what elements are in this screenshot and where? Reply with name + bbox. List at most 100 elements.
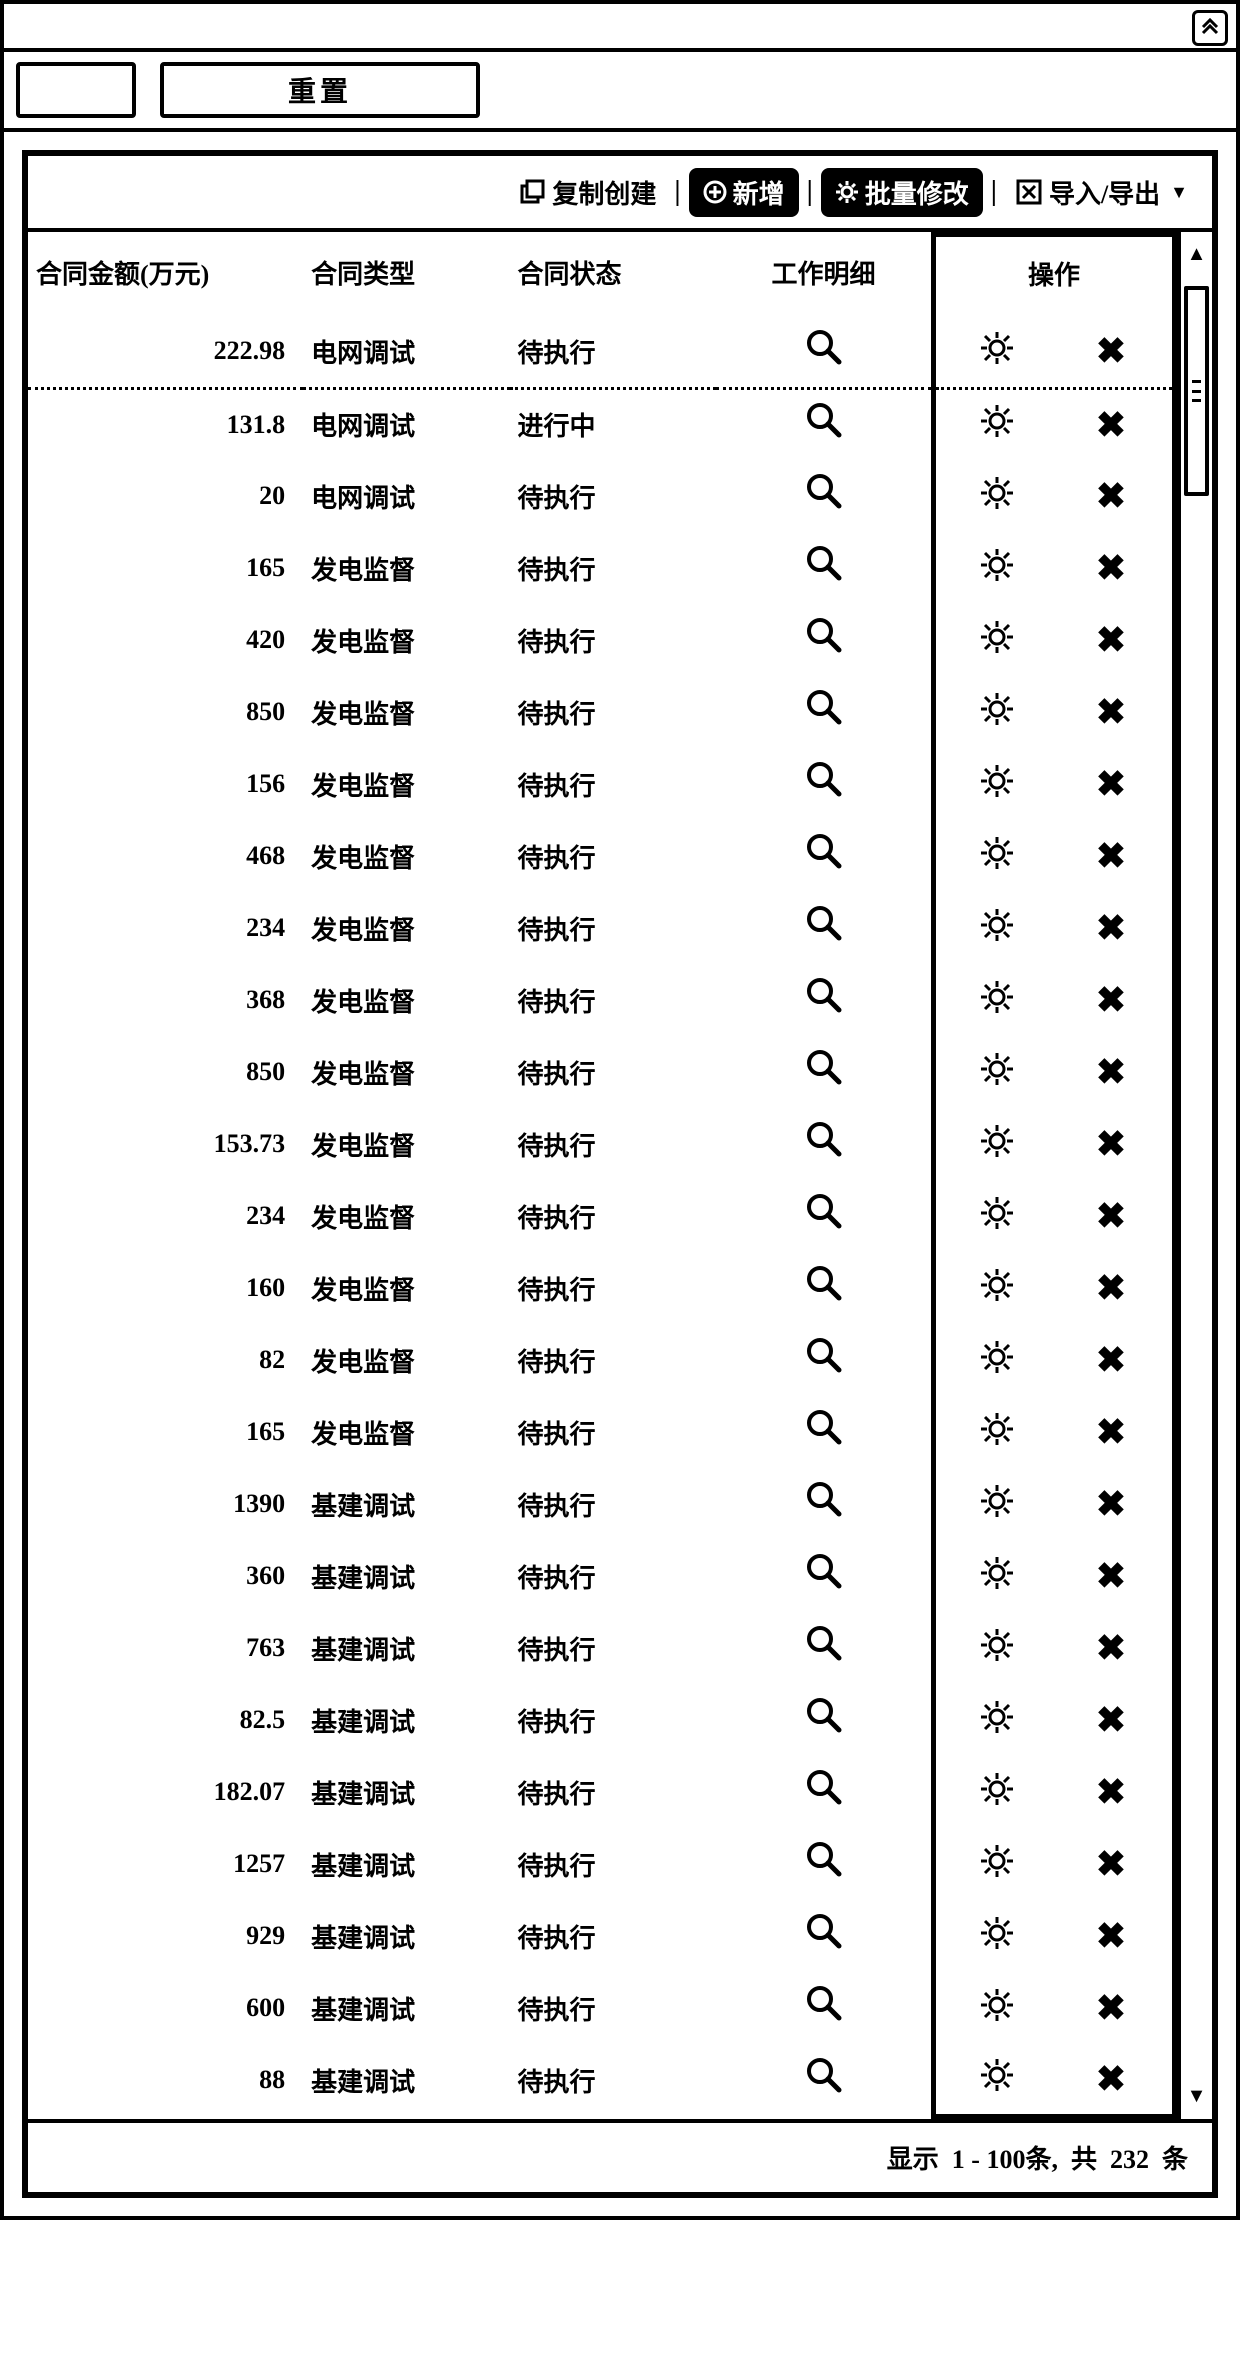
- delete-button[interactable]: ✖: [1091, 1628, 1131, 1668]
- edit-button[interactable]: [977, 908, 1017, 948]
- view-detail-button[interactable]: [804, 1555, 844, 1595]
- delete-button[interactable]: ✖: [1091, 1124, 1131, 1164]
- view-detail-button[interactable]: [804, 907, 844, 947]
- delete-button[interactable]: ✖: [1091, 331, 1131, 371]
- delete-button[interactable]: ✖: [1091, 1556, 1131, 1596]
- vertical-scrollbar[interactable]: ▲ ▼: [1177, 232, 1212, 2119]
- delete-button[interactable]: ✖: [1091, 1268, 1131, 1308]
- view-detail-button[interactable]: [804, 1627, 844, 1667]
- delete-button[interactable]: ✖: [1091, 1196, 1131, 1236]
- gear-icon: [979, 475, 1015, 518]
- edit-button[interactable]: [977, 692, 1017, 732]
- pagination-range-suffix: 条,: [1025, 2145, 1058, 2174]
- view-detail-button[interactable]: [804, 1771, 844, 1811]
- edit-button[interactable]: [977, 1628, 1017, 1668]
- add-button[interactable]: 新增: [689, 168, 799, 217]
- delete-button[interactable]: ✖: [1091, 1916, 1131, 1956]
- scroll-thumb[interactable]: [1184, 286, 1209, 496]
- close-icon: ✖: [1096, 475, 1126, 517]
- cell-type: 基建调试: [303, 1828, 509, 1900]
- cell-amount: 153.73: [28, 1108, 303, 1180]
- delete-button[interactable]: ✖: [1091, 1484, 1131, 1524]
- view-detail-button[interactable]: [804, 1051, 844, 1091]
- edit-button[interactable]: [977, 836, 1017, 876]
- edit-button[interactable]: [977, 2059, 1017, 2099]
- view-detail-button[interactable]: [804, 2059, 844, 2099]
- delete-button[interactable]: ✖: [1091, 476, 1131, 516]
- col-detail: 工作明细: [716, 235, 934, 317]
- scroll-down-arrow[interactable]: ▼: [1181, 2075, 1212, 2119]
- view-detail-button[interactable]: [804, 404, 844, 444]
- view-detail-button[interactable]: [804, 1987, 844, 2027]
- delete-button[interactable]: ✖: [1091, 620, 1131, 660]
- view-detail-button[interactable]: [804, 1411, 844, 1451]
- edit-button[interactable]: [977, 1916, 1017, 1956]
- edit-button[interactable]: [977, 1772, 1017, 1812]
- view-detail-button[interactable]: [804, 1483, 844, 1523]
- view-detail-button[interactable]: [804, 1123, 844, 1163]
- view-detail-button[interactable]: [804, 1843, 844, 1883]
- cell-status: 进行中: [510, 388, 716, 460]
- edit-button[interactable]: [977, 1556, 1017, 1596]
- delete-button[interactable]: ✖: [1091, 692, 1131, 732]
- delete-button[interactable]: ✖: [1091, 1772, 1131, 1812]
- delete-button[interactable]: ✖: [1091, 764, 1131, 804]
- delete-button[interactable]: ✖: [1091, 1052, 1131, 1092]
- edit-button[interactable]: [977, 1700, 1017, 1740]
- cell-type: 基建调试: [303, 1756, 509, 1828]
- reset-button[interactable]: 重置: [160, 62, 480, 118]
- edit-button[interactable]: [977, 1052, 1017, 1092]
- delete-button[interactable]: ✖: [1091, 980, 1131, 1020]
- close-icon: ✖: [1096, 547, 1126, 589]
- edit-button[interactable]: [977, 980, 1017, 1020]
- view-detail-button[interactable]: [804, 547, 844, 587]
- delete-button[interactable]: ✖: [1091, 1700, 1131, 1740]
- table-row: 234发电监督待执行✖: [28, 892, 1174, 964]
- view-detail-button[interactable]: [804, 835, 844, 875]
- edit-button[interactable]: [977, 764, 1017, 804]
- edit-button[interactable]: [977, 405, 1017, 445]
- edit-button[interactable]: [977, 620, 1017, 660]
- collapse-up-button[interactable]: [1192, 10, 1228, 46]
- edit-button[interactable]: [977, 1124, 1017, 1164]
- edit-button[interactable]: [977, 1844, 1017, 1884]
- copy-create-button[interactable]: 复制创建: [508, 170, 666, 215]
- view-detail-button[interactable]: [804, 979, 844, 1019]
- edit-button[interactable]: [977, 476, 1017, 516]
- edit-button[interactable]: [977, 1484, 1017, 1524]
- view-detail-button[interactable]: [804, 475, 844, 515]
- cell-ops: ✖: [934, 1324, 1175, 1396]
- delete-button[interactable]: ✖: [1091, 836, 1131, 876]
- view-detail-button[interactable]: [804, 1699, 844, 1739]
- delete-button[interactable]: ✖: [1091, 1988, 1131, 2028]
- view-detail-button[interactable]: [804, 1267, 844, 1307]
- delete-button[interactable]: ✖: [1091, 1412, 1131, 1452]
- batch-edit-button[interactable]: 批量修改: [821, 168, 983, 217]
- filter-placeholder-button[interactable]: [16, 62, 136, 118]
- edit-button[interactable]: [977, 1412, 1017, 1452]
- delete-button[interactable]: ✖: [1091, 548, 1131, 588]
- view-detail-button[interactable]: [804, 619, 844, 659]
- edit-button[interactable]: [977, 1268, 1017, 1308]
- view-detail-button[interactable]: [804, 1915, 844, 1955]
- scroll-up-arrow[interactable]: ▲: [1181, 232, 1212, 276]
- view-detail-button[interactable]: [804, 1195, 844, 1235]
- delete-button[interactable]: ✖: [1091, 2059, 1131, 2099]
- edit-button[interactable]: [977, 1196, 1017, 1236]
- cell-amount: 468: [28, 820, 303, 892]
- gear-icon: [979, 403, 1015, 446]
- delete-button[interactable]: ✖: [1091, 908, 1131, 948]
- edit-button[interactable]: [977, 1340, 1017, 1380]
- delete-button[interactable]: ✖: [1091, 1844, 1131, 1884]
- edit-button[interactable]: [977, 331, 1017, 371]
- delete-button[interactable]: ✖: [1091, 405, 1131, 445]
- import-export-button[interactable]: 导入/导出 ▼: [1005, 170, 1198, 215]
- edit-button[interactable]: [977, 548, 1017, 588]
- view-detail-button[interactable]: [804, 763, 844, 803]
- view-detail-button[interactable]: [804, 330, 844, 370]
- edit-button[interactable]: [977, 1988, 1017, 2028]
- view-detail-button[interactable]: [804, 1339, 844, 1379]
- scroll-track[interactable]: [1181, 276, 1212, 2075]
- view-detail-button[interactable]: [804, 691, 844, 731]
- delete-button[interactable]: ✖: [1091, 1340, 1131, 1380]
